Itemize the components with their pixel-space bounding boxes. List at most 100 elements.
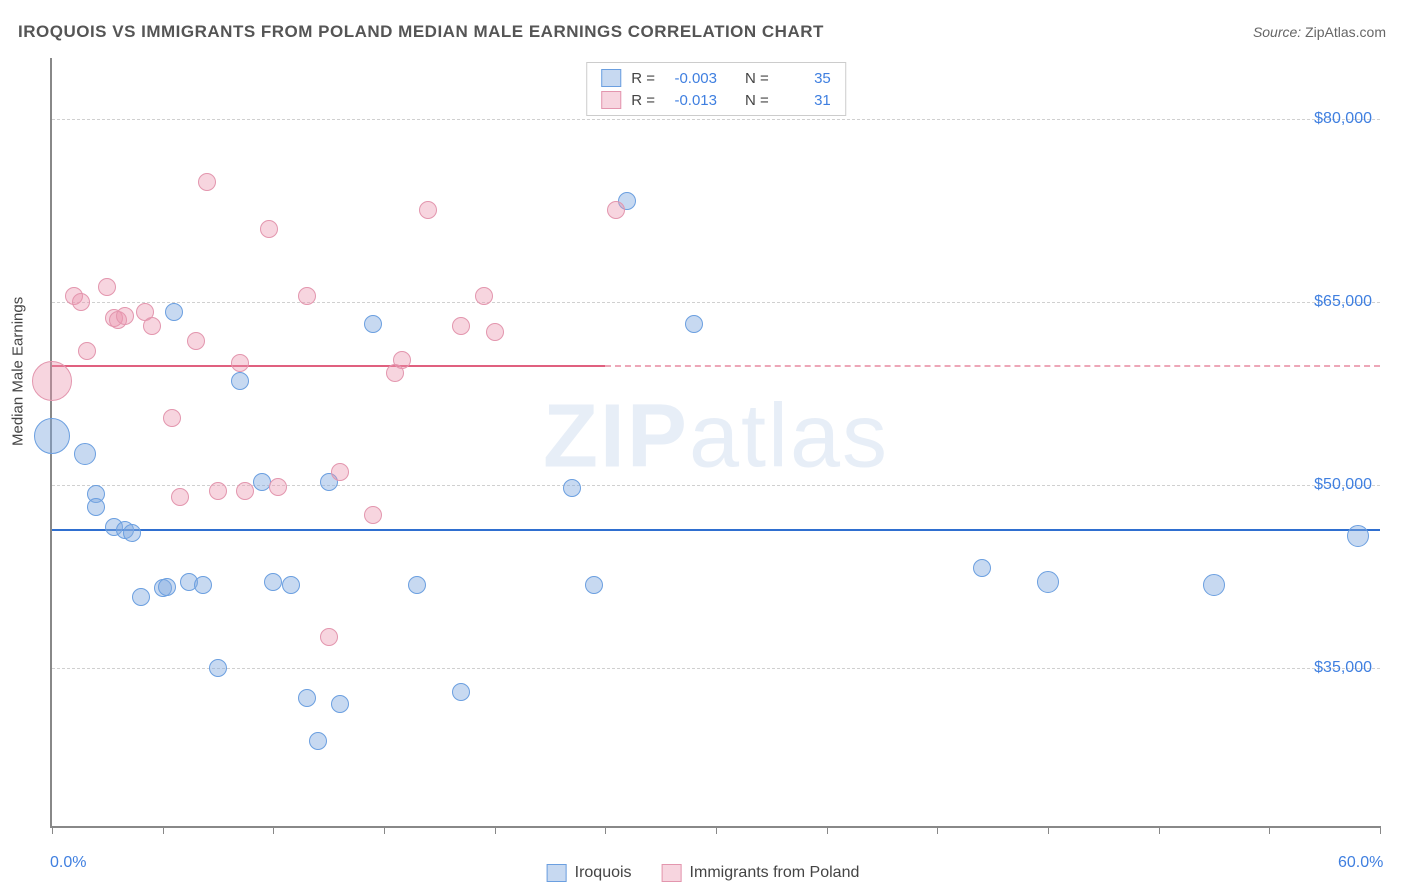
x-tick	[52, 826, 53, 834]
x-tick-label: 60.0%	[1338, 854, 1383, 872]
data-point	[236, 482, 254, 500]
data-point	[1037, 571, 1059, 593]
source-value: ZipAtlas.com	[1305, 24, 1386, 40]
source-label: Source:	[1253, 24, 1301, 40]
data-point	[209, 659, 227, 677]
data-point	[72, 293, 90, 311]
data-point	[198, 173, 216, 191]
data-point	[143, 317, 161, 335]
data-point	[123, 524, 141, 542]
data-point	[158, 578, 176, 596]
data-point	[171, 488, 189, 506]
data-point	[87, 498, 105, 516]
data-point	[209, 482, 227, 500]
data-point	[320, 628, 338, 646]
y-tick-label: $65,000	[1314, 293, 1372, 311]
data-point	[309, 732, 327, 750]
data-point	[74, 443, 96, 465]
y-axis-title: Median Male Earnings	[10, 297, 27, 446]
data-point	[419, 201, 437, 219]
legend-swatch-1	[601, 91, 621, 109]
watermark-atlas: atlas	[689, 386, 889, 486]
data-point	[973, 559, 991, 577]
data-point	[231, 372, 249, 390]
data-point	[408, 576, 426, 594]
data-point	[165, 303, 183, 321]
x-tick	[1159, 826, 1160, 834]
data-point	[393, 351, 411, 369]
x-tick	[1048, 826, 1049, 834]
gridline	[52, 119, 1380, 120]
data-point	[231, 354, 249, 372]
x-tick	[827, 826, 828, 834]
legend-series-label-0: Iroquois	[575, 864, 632, 882]
trend-line-dashed-1	[605, 365, 1380, 367]
r-value-1: -0.013	[665, 92, 717, 109]
legend-series-swatch-1	[662, 864, 682, 882]
r-label-1: R =	[631, 92, 655, 109]
chart-container: IROQUOIS VS IMMIGRANTS FROM POLAND MEDIA…	[0, 0, 1406, 892]
data-point	[452, 317, 470, 335]
legend-stats: R = -0.003 N = 35 R = -0.013 N = 31	[586, 62, 846, 116]
r-label-0: R =	[631, 70, 655, 87]
plot-area: ZIPatlas R = -0.003 N = 35 R = -0.013 N …	[50, 58, 1380, 828]
legend-series-swatch-0	[547, 864, 567, 882]
legend-stats-row-1: R = -0.013 N = 31	[601, 89, 831, 111]
n-label-1: N =	[745, 92, 769, 109]
data-point	[98, 278, 116, 296]
x-tick	[163, 826, 164, 834]
chart-title: IROQUOIS VS IMMIGRANTS FROM POLAND MEDIA…	[18, 22, 824, 42]
legend-item-1: Immigrants from Poland	[662, 864, 860, 882]
x-tick	[1269, 826, 1270, 834]
y-tick-label: $80,000	[1314, 110, 1372, 128]
r-value-0: -0.003	[665, 70, 717, 87]
data-point	[34, 418, 70, 454]
x-tick	[384, 826, 385, 834]
x-tick	[495, 826, 496, 834]
gridline	[52, 302, 1380, 303]
n-label-0: N =	[745, 70, 769, 87]
legend-stats-row-0: R = -0.003 N = 35	[601, 67, 831, 89]
data-point	[1347, 525, 1369, 547]
data-point	[331, 695, 349, 713]
data-point	[452, 683, 470, 701]
n-value-1: 31	[779, 92, 831, 109]
data-point	[364, 315, 382, 333]
x-tick	[273, 826, 274, 834]
data-point	[331, 463, 349, 481]
legend-item-0: Iroquois	[547, 864, 632, 882]
data-point	[298, 287, 316, 305]
data-point	[132, 588, 150, 606]
legend-series: Iroquois Immigrants from Poland	[547, 864, 860, 882]
data-point	[298, 689, 316, 707]
data-point	[260, 220, 278, 238]
y-tick-label: $50,000	[1314, 476, 1372, 494]
data-point	[78, 342, 96, 360]
x-tick-label: 0.0%	[50, 854, 86, 872]
x-tick	[1380, 826, 1381, 834]
data-point	[116, 307, 134, 325]
source-attribution: Source: ZipAtlas.com	[1253, 24, 1386, 40]
data-point	[475, 287, 493, 305]
y-tick-label: $35,000	[1314, 659, 1372, 677]
watermark: ZIPatlas	[543, 385, 889, 488]
data-point	[282, 576, 300, 594]
data-point	[163, 409, 181, 427]
data-point	[194, 576, 212, 594]
trend-line-0	[52, 529, 1380, 531]
data-point	[585, 576, 603, 594]
gridline	[52, 668, 1380, 669]
data-point	[1203, 574, 1225, 596]
x-tick	[605, 826, 606, 834]
legend-swatch-0	[601, 69, 621, 87]
data-point	[486, 323, 504, 341]
x-tick	[937, 826, 938, 834]
data-point	[32, 361, 72, 401]
trend-line-1	[52, 365, 605, 367]
data-point	[685, 315, 703, 333]
data-point	[563, 479, 581, 497]
data-point	[187, 332, 205, 350]
data-point	[269, 478, 287, 496]
data-point	[264, 573, 282, 591]
x-tick	[716, 826, 717, 834]
